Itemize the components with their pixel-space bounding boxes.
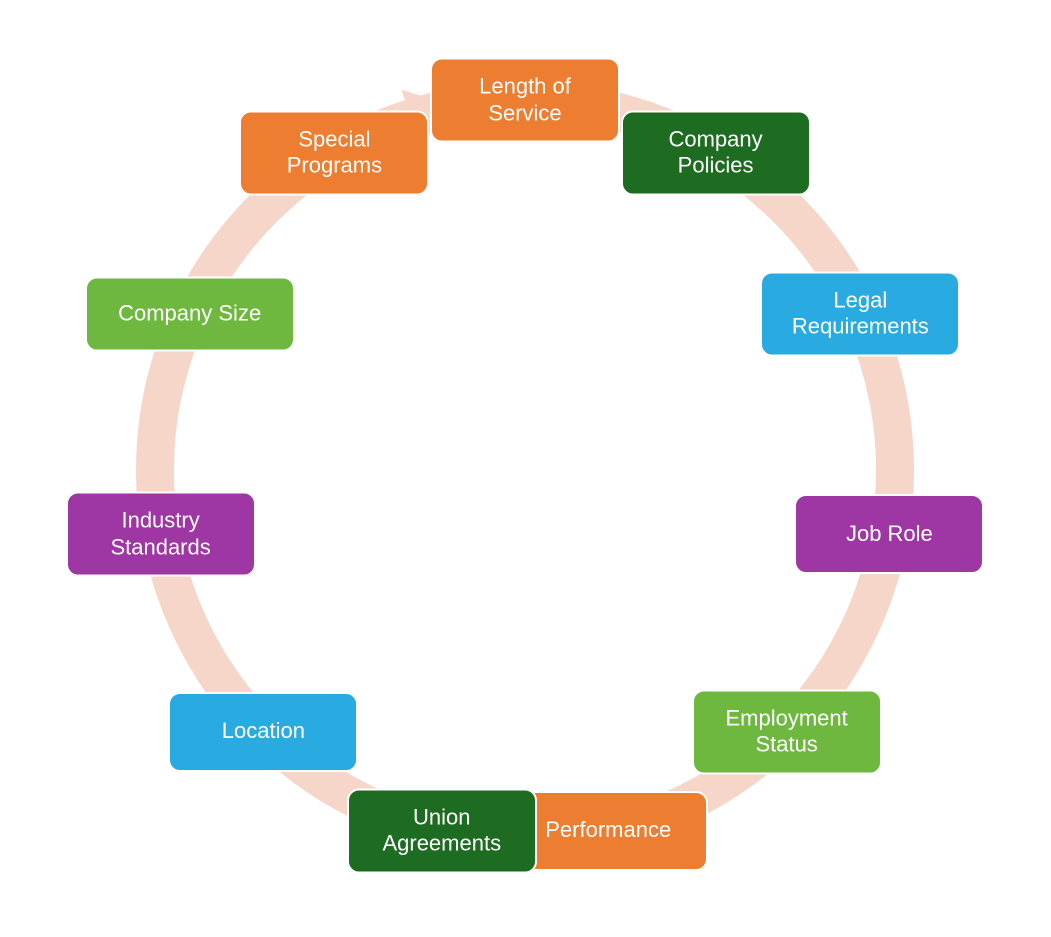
cycle-node: Special Programs: [239, 110, 429, 195]
cycle-node: Length of Service: [430, 58, 620, 143]
cycle-node: Employment Status: [692, 689, 882, 774]
cycle-node: Location: [168, 692, 358, 772]
cycle-node: Union Agreements: [347, 788, 537, 873]
cycle-node: Company Size: [85, 276, 295, 351]
cycle-node: Performance: [508, 791, 708, 871]
cycle-node: Company Policies: [621, 110, 811, 195]
cycle-node: Job Role: [794, 494, 984, 574]
cycle-node: Industry Standards: [66, 492, 256, 577]
cycle-diagram: Length of ServiceCompany Policies Legal R…: [0, 0, 1051, 937]
cycle-node: Legal Requirements: [760, 271, 960, 356]
